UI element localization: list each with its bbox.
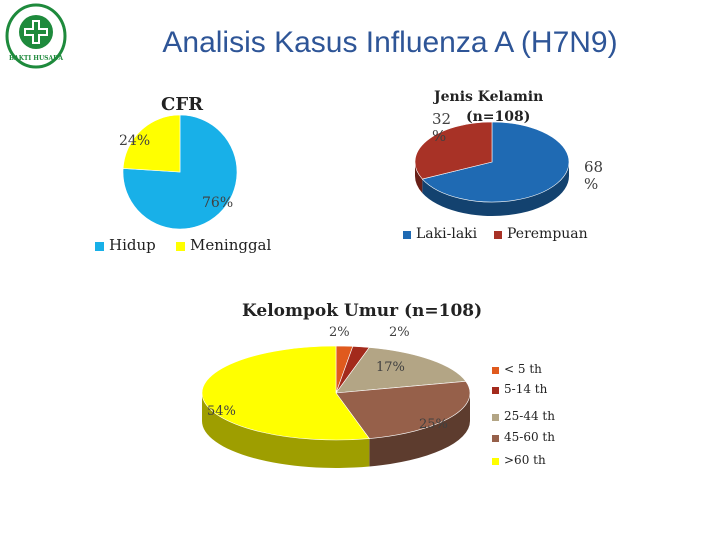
legend-swatch: [492, 367, 499, 374]
legend-swatch: [492, 435, 499, 442]
pie-slice: [122, 114, 181, 173]
kemenkes-logo: BAKTI HUSADA: [5, 3, 67, 69]
legend-label: Hidup: [109, 236, 156, 254]
legend-swatch: [403, 231, 411, 239]
logo-text: BAKTI HUSADA: [9, 55, 63, 62]
logo-cross-h-inner: [26, 30, 46, 34]
data-label: 24%: [119, 133, 150, 149]
pie-slice: [335, 380, 471, 439]
pie-chart-3: 2% 2% 17% 25% 54% Kelompok Umur (n=108) < 5 th…: [201, 301, 555, 468]
pie-chart-1: 76% 24% CFR Hidup Meninggal: [95, 94, 272, 254]
pie-slice: [335, 347, 467, 394]
legend-label: < 5 th: [504, 362, 542, 376]
pie-slice: [201, 345, 370, 441]
chart-title: Kelompok Umur (n=108): [242, 301, 482, 321]
data-label: 25%: [419, 417, 448, 432]
chart-title: Jenis Kelamin: [432, 89, 543, 105]
data-label: 68%: [584, 158, 603, 193]
data-label: 2%: [389, 325, 410, 340]
legend-label: 45-60 th: [504, 430, 555, 444]
pie-slice-side: [415, 162, 423, 194]
legend-label: Laki-laki: [416, 226, 478, 242]
legend-swatch: [492, 414, 499, 421]
legend-label: Perempuan: [507, 226, 588, 242]
data-label: 17%: [376, 360, 405, 375]
pie-chart-2: 68 % 32 % Jenis Kelamin (n=108) Laki-laki Perem…: [403, 89, 603, 242]
page-title: Analisis Kasus Influenza A (H7N9): [162, 26, 618, 59]
legend-swatch: [176, 242, 185, 251]
data-label: 76%: [202, 195, 233, 211]
pie-slice-side: [422, 162, 569, 216]
legend-swatch: [494, 231, 502, 239]
chart-subtitle: (n=108): [466, 109, 530, 125]
data-label: 2%: [329, 325, 350, 340]
legend-swatch: [95, 242, 104, 251]
pie-slice-side: [202, 393, 370, 468]
data-label: 32%: [432, 110, 451, 145]
pie-slice: [421, 121, 570, 203]
legend-label: 25-44 th: [504, 409, 555, 423]
data-label: 54%: [207, 404, 236, 419]
pie-slice: [414, 121, 493, 180]
legend-label: 5-14 th: [504, 382, 548, 396]
legend-label: Meninggal: [190, 236, 272, 254]
legend-swatch: [492, 458, 499, 465]
legend-swatch: [492, 387, 499, 394]
legend-label: >60 th: [504, 453, 546, 467]
chart-title: CFR: [161, 94, 204, 115]
